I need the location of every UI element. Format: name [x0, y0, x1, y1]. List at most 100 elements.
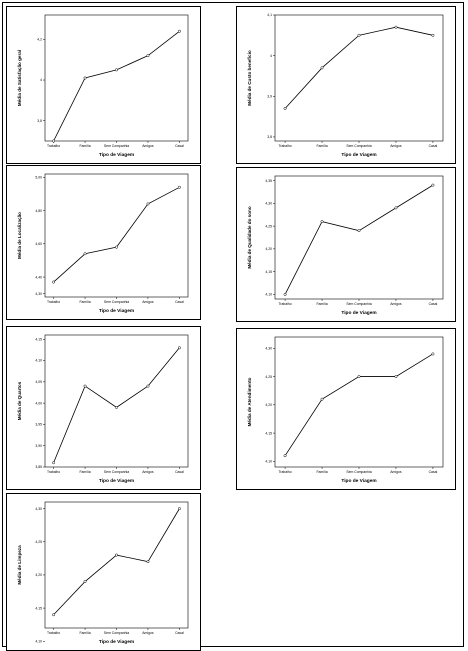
y-tick-label: 4,1: [267, 13, 272, 17]
data-point: [177, 507, 181, 511]
y-tick-label: 4,25: [265, 375, 272, 379]
y-tick-label: 3,8: [267, 135, 272, 139]
plot-frame: [44, 173, 189, 298]
chart-panel-qualidade-sono: 4,10 4,15 4,20 4,25 4,30 4,35 Trabalho Família S…: [236, 167, 456, 322]
x-axis-title: Tipo de Viagem: [341, 478, 376, 484]
y-axis-title: Média de Limpeza: [17, 545, 22, 585]
x-tick-label: Casal: [175, 300, 184, 304]
x-tick-label: Casal: [429, 470, 438, 474]
data-point: [52, 139, 56, 143]
data-point: [115, 405, 118, 409]
plot-frame: [44, 14, 189, 142]
y-tick-label: 4,15: [35, 606, 42, 610]
line-chart: 3,844,24,4TrabalhoFamíliaSem CompanhiaAm…: [17, 14, 189, 158]
data-point: [83, 252, 87, 256]
x-tick-label: Trabalho: [47, 631, 60, 635]
y-tick-label: 4: [40, 78, 42, 82]
x-tick-label: Casal: [175, 144, 184, 148]
x-tick-label: Amigos: [142, 631, 154, 635]
line-chart: 4,30 4,40 4,60 4,80 5,00 Trabalho Família Sem C…: [17, 173, 189, 314]
y-tick-label: 4,20: [265, 247, 272, 251]
data-point: [52, 280, 56, 284]
y-tick-label: 4,15: [265, 431, 272, 435]
y-axis-title: Média de Quartos: [17, 381, 22, 420]
x-axis-title: Tipo de Viagem: [99, 152, 134, 158]
data-point: [115, 68, 118, 72]
x-tick-label: Sem Companhia: [104, 631, 129, 635]
x-axis-title: Tipo de Viagem: [341, 152, 376, 158]
data-point: [283, 107, 287, 110]
y-tick-label: 4,10: [35, 639, 42, 643]
data-point: [431, 183, 435, 187]
data-point: [177, 346, 181, 350]
data-point: [52, 461, 56, 465]
data-point: [146, 54, 150, 58]
line-chart: 3,8 3,9 4 4,1 Trabalho Família Sem Companhia Am…: [247, 13, 444, 158]
x-tick-label: Sem Companhia: [346, 302, 371, 306]
x-tick-label: Sem Companhia: [104, 144, 129, 148]
data-point: [357, 33, 361, 37]
x-tick-label: Amigos: [390, 144, 402, 148]
x-tick-label: Trabalho: [47, 144, 60, 148]
y-tick-label: 4,25: [35, 540, 42, 544]
x-axis-title: Tipo de Viagem: [99, 478, 134, 484]
x-tick-label: Trabalho: [47, 470, 60, 474]
x-tick-label: Amigos: [390, 470, 402, 474]
line-chart: 4,10 4,15 4,20 4,25 4,30 4,35 Trabalho Família S…: [247, 175, 444, 316]
data-point: [431, 33, 435, 37]
x-tick-label: Família: [79, 631, 90, 635]
data-point: [115, 245, 118, 249]
x-tick-label: Família: [79, 300, 90, 304]
y-tick-label: 4,35: [265, 179, 272, 183]
chart-panel-quartos: 3,85 3,90 3,95 4,00 4,05 4,10 4,15 Trabalho Famí…: [6, 326, 201, 490]
chart-panel-satisfacao-geral: 3,844,24,4TrabalhoFamíliaSem CompanhiaAm…: [6, 6, 201, 164]
chart-panel-limpeza: 4,10 4,15 4,20 4,25 4,30 Trabalho Família Sem C…: [6, 493, 201, 651]
plot-frame: [44, 501, 189, 629]
y-axis-title: Média de Localização: [17, 212, 22, 259]
x-axis-title: Tipo de Viagem: [99, 639, 134, 645]
y-tick-label: 4,30: [265, 347, 272, 351]
data-point: [394, 25, 398, 29]
data-point: [394, 206, 398, 210]
y-tick-label: 4,20: [35, 573, 42, 577]
x-tick-label: Trabalho: [278, 302, 291, 306]
line-chart: 4,10 4,15 4,20 4,25 4,30 Trabalho Família Sem C…: [17, 501, 189, 645]
x-tick-label: Casal: [429, 302, 438, 306]
y-tick-label: 4,30: [35, 292, 42, 296]
data-point: [146, 202, 150, 206]
data-point: [320, 66, 324, 70]
chart-panel-atendimento: 4,10 4,15 4,20 4,25 4,30 Trabalho Família Sem C…: [236, 328, 456, 490]
x-tick-label: Amigos: [142, 144, 154, 148]
data-point: [83, 580, 87, 584]
x-tick-label: Família: [79, 144, 90, 148]
y-tick-label: 4,60: [35, 242, 42, 246]
x-axis-title: Tipo de Viagem: [99, 308, 134, 314]
data-point: [357, 229, 361, 233]
y-tick-label: 4,15: [265, 270, 272, 274]
x-tick-label: Amigos: [142, 470, 154, 474]
y-tick-label: 3,9: [267, 94, 272, 98]
y-tick-label: 4,40: [35, 275, 42, 279]
x-tick-label: Sem Companhia: [346, 470, 371, 474]
x-tick-label: Amigos: [390, 302, 402, 306]
data-point: [357, 375, 361, 379]
y-axis-title: Média de Satisfação geral: [17, 50, 22, 106]
x-tick-label: Sem Companhia: [104, 300, 129, 304]
x-tick-label: Sem Companhia: [104, 470, 129, 474]
data-point: [177, 29, 181, 33]
data-point: [52, 613, 56, 617]
x-tick-label: Casal: [175, 631, 184, 635]
y-tick-label: 4,80: [35, 209, 42, 213]
data-point: [320, 220, 324, 224]
y-axis-title: Média de Custo benefício: [247, 50, 252, 106]
y-tick-label: 5,00: [35, 176, 42, 180]
data-point: [146, 384, 150, 388]
plot-frame: [274, 336, 444, 468]
x-axis-title: Tipo de Viagem: [341, 310, 376, 316]
chart-panel-localizacao: 4,30 4,40 4,60 4,80 5,00 Trabalho Família Sem C…: [6, 165, 201, 320]
data-point: [177, 185, 181, 189]
x-tick-label: Amigos: [142, 300, 154, 304]
x-tick-label: Trabalho: [47, 300, 60, 304]
data-point: [83, 384, 87, 388]
y-tick-label: 3,85: [35, 465, 42, 469]
